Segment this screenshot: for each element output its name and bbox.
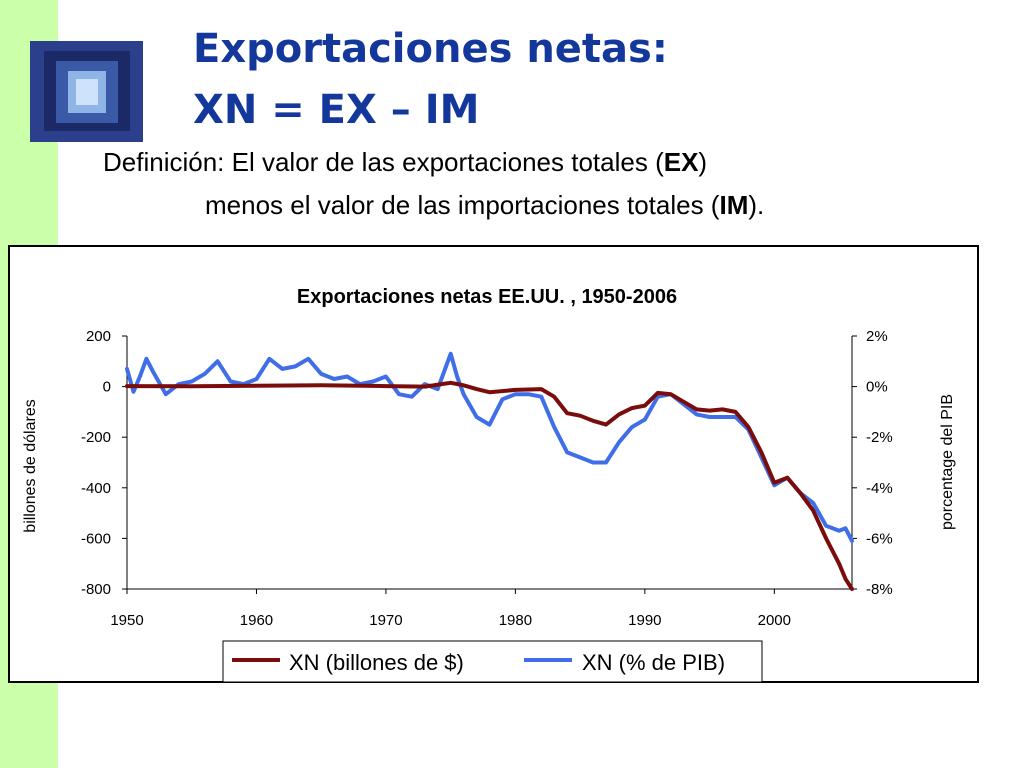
series-line-billions xyxy=(125,380,854,591)
chart-legend: XN (billones de $) XN (% de PIB) xyxy=(222,640,763,683)
series-line-gdp xyxy=(125,351,854,543)
legend-box xyxy=(222,640,763,683)
x-tick-label: 1950 xyxy=(110,612,143,629)
slide-title-line1: Exportaciones netas: xyxy=(193,26,668,72)
legend-label: XN (% de PIB) xyxy=(582,650,725,675)
chart-frame xyxy=(8,245,979,683)
y-right-tick-label: 0% xyxy=(866,379,888,396)
x-tick-label: 1970 xyxy=(369,612,402,629)
slide-title-line2: XN = EX – IM xyxy=(193,87,480,133)
x-tick-label: 1980 xyxy=(499,612,532,629)
y-left-tick-label: 0 xyxy=(103,379,111,396)
logo-light xyxy=(76,79,98,105)
definition-line2-end: ). xyxy=(748,190,765,220)
y-right-tick-label: -6% xyxy=(866,530,893,547)
y-axis-left-label: billones de dólares xyxy=(22,399,39,532)
legend-label: XN (billones de $) xyxy=(289,650,464,675)
definition-line2-text: menos el valor de las importaciones tota… xyxy=(205,190,720,220)
definition-line1: Definición: El valor de las exportacione… xyxy=(103,147,707,177)
definition-line1-end: ) xyxy=(698,147,708,177)
y-left-tick-label: -400 xyxy=(81,480,111,497)
y-right-tick-label: -8% xyxy=(866,581,893,598)
x-tick-label: 2000 xyxy=(758,612,791,629)
y-right-tick-label: -4% xyxy=(866,480,893,497)
y-right-tick-label: -2% xyxy=(866,429,893,446)
y-left-tick-label: -200 xyxy=(81,429,111,446)
y-left-tick-label: 200 xyxy=(86,328,111,345)
y-left-tick-label: -800 xyxy=(81,581,111,598)
definition-ex-term: EX xyxy=(663,147,699,177)
chart-title: Exportaciones netas EE.UU. , 1950-2006 xyxy=(297,286,677,308)
definition-line2: menos el valor de las importaciones tota… xyxy=(205,190,764,220)
y-axis-right-label: porcentage del PIB xyxy=(939,394,956,530)
x-tick-label: 1990 xyxy=(628,612,661,629)
definition-im-term: IM xyxy=(719,190,749,220)
y-left-tick-label: -600 xyxy=(81,530,111,547)
y-right-tick-label: 2% xyxy=(866,328,888,345)
x-tick-label: 1960 xyxy=(240,612,273,629)
logo-image xyxy=(30,41,143,142)
definition-line1-text: Definición: El valor de las exportacione… xyxy=(103,147,664,177)
